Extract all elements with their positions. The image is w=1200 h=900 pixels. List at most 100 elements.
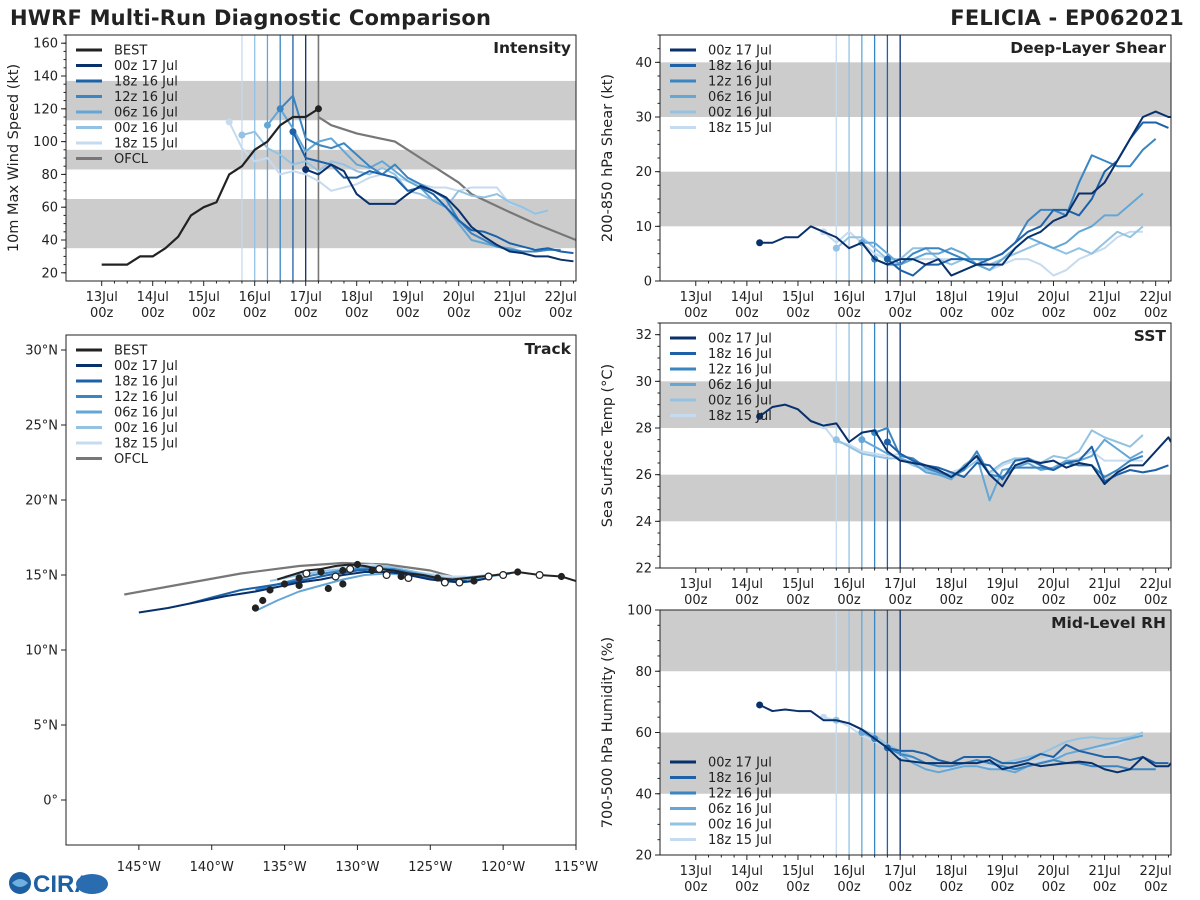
sst-band <box>660 381 1171 428</box>
track-xtick-label: 140°W <box>190 860 234 875</box>
intensity-xtick-label: 16Jul <box>239 290 271 305</box>
track-ytick-label: 20°N <box>25 494 58 509</box>
sst-ytick-label: 32 <box>635 328 652 343</box>
intensity-series-init-dot <box>302 165 310 173</box>
shear-ytick-label: 20 <box>635 165 652 180</box>
track-best-dot <box>353 560 362 569</box>
track-ytick-label: 15°N <box>25 569 58 584</box>
shear-series-init-dot <box>756 239 764 247</box>
shear-band <box>660 171 1171 227</box>
track-best-dot <box>557 572 566 581</box>
intensity-xtick-label: 00z <box>396 306 420 321</box>
intensity-series-line <box>241 130 549 215</box>
track-ytick-label: 5°N <box>34 719 59 734</box>
intensity-legend-label: OFCL <box>114 152 149 167</box>
intensity-legend-label: 18z 15 Jul <box>114 137 178 152</box>
rh-legend-label: 12z 16 Jul <box>708 787 772 802</box>
track-best-dot <box>339 566 347 575</box>
shear-xtick-label: 14Jul <box>731 290 763 305</box>
intensity-xtick-label: 19Jul <box>392 290 424 305</box>
track-legend-label: BEST <box>114 344 147 359</box>
intensity-title: Intensity <box>493 39 571 57</box>
shear-xtick-label: 00z <box>888 306 912 321</box>
shear-ytick-label: 40 <box>635 56 652 71</box>
intensity-ofcl-line <box>317 116 576 242</box>
storm-name: FELICIA - EP062021 <box>950 6 1184 30</box>
sst-xtick-label: 00z <box>1093 593 1117 608</box>
rh-legend-label: 00z 16 Jul <box>708 818 772 833</box>
intensity-band <box>66 149 576 170</box>
sst-legend-label: 06z 16 Jul <box>708 378 772 393</box>
intensity-ytick-label: 120 <box>33 102 58 117</box>
sst-ylabel: Sea Surface Temp (°C) <box>600 364 616 527</box>
track-frame <box>65 334 577 846</box>
intensity-legend-label: 00z 17 Jul <box>114 59 178 74</box>
intensity-xtick-label: 18Jul <box>341 290 373 305</box>
sst-xtick-label: 00z <box>735 593 759 608</box>
rh-xtick-label: 14Jul <box>731 864 763 879</box>
track-best-dot <box>368 566 376 575</box>
sst-series-init-dot <box>832 436 840 444</box>
shear-legend-label: 06z 16 Jul <box>708 90 772 105</box>
shear-xtick-label: 00z <box>1042 306 1066 321</box>
shear-xtick-label: 13Jul <box>680 290 712 305</box>
rh-legend-label: 00z 17 Jul <box>708 756 772 771</box>
sst-ytick-label: 26 <box>635 468 652 483</box>
track-ytick-label: 30°N <box>25 344 58 359</box>
intensity-series-line <box>279 94 561 253</box>
track-best-open-dot <box>302 569 311 578</box>
sst-xtick-label: 22Jul <box>1140 577 1172 592</box>
intensity-legend-label: 06z 16 Jul <box>114 106 178 121</box>
rh-xtick-label: 20Jul <box>1037 864 1069 879</box>
intensity-legend-label: 12z 16 Jul <box>114 90 178 105</box>
intensity-xtick-label: 22Jul <box>545 290 577 305</box>
rh-xtick-label: 00z <box>1042 880 1066 895</box>
rh-ytick-label: 40 <box>635 787 652 802</box>
track-legend-label: 18z 15 Jul <box>114 437 178 452</box>
track-best-dot <box>259 596 267 605</box>
shear-plot-area <box>660 35 1171 281</box>
track-best-dot <box>470 577 478 585</box>
track-best-dot <box>251 604 260 612</box>
track-best-open-dot <box>535 570 544 579</box>
shear-xtick-label: 15Jul <box>782 290 814 305</box>
sst-frame <box>659 322 1172 569</box>
intensity-xtick-label: 00z <box>243 306 267 321</box>
sst-panel: 22242628303213Jul00z14Jul00z15Jul00z16Ju… <box>600 322 1172 608</box>
rh-ytick-label: 60 <box>635 726 652 741</box>
track-best-open-dot <box>331 572 340 581</box>
rh-ytick-label: 20 <box>635 849 652 864</box>
sst-legend-label: 00z 17 Jul <box>708 332 772 347</box>
intensity-panel: 2040608010012014016013Jul00z14Jul00z15Ju… <box>6 34 577 321</box>
intensity-xtick-label: 21Jul <box>494 290 526 305</box>
track-best-open-dot <box>346 564 355 573</box>
intensity-series-line <box>292 131 574 255</box>
intensity-legend-label: 00z 16 Jul <box>114 121 178 136</box>
track-best-open-dot <box>484 572 493 581</box>
intensity-xtick-label: 00z <box>294 306 318 321</box>
shear-xtick-label: 16Jul <box>833 290 865 305</box>
rh-xtick-label: 19Jul <box>986 864 1018 879</box>
shear-legend-label: 18z 15 Jul <box>708 121 772 136</box>
rh-xtick-label: 00z <box>735 880 759 895</box>
sst-xtick-label: 17Jul <box>884 577 916 592</box>
sst-xtick-label: 20Jul <box>1037 577 1069 592</box>
intensity-series-init-dot <box>276 105 284 113</box>
cira-logo: CIRA <box>9 871 108 898</box>
intensity-ytick-label: 160 <box>33 37 58 52</box>
shear-xtick-label: 00z <box>940 306 964 321</box>
shear-xtick-label: 00z <box>837 306 861 321</box>
sst-ytick-label: 30 <box>635 375 652 390</box>
sst-band <box>660 474 1171 522</box>
rh-xtick-label: 15Jul <box>782 864 814 879</box>
rh-xtick-label: 16Jul <box>833 864 865 879</box>
sst-xtick-label: 19Jul <box>986 577 1018 592</box>
intensity-series-line <box>305 163 574 263</box>
rh-legend-label: 18z 15 Jul <box>708 833 772 848</box>
track-best-dot <box>433 574 442 582</box>
intensity-xtick-label: 14Jul <box>137 290 169 305</box>
shear-legend-label: 00z 17 Jul <box>708 44 772 59</box>
rh-xtick-label: 22Jul <box>1140 864 1172 879</box>
sst-xtick-label: 16Jul <box>833 577 865 592</box>
